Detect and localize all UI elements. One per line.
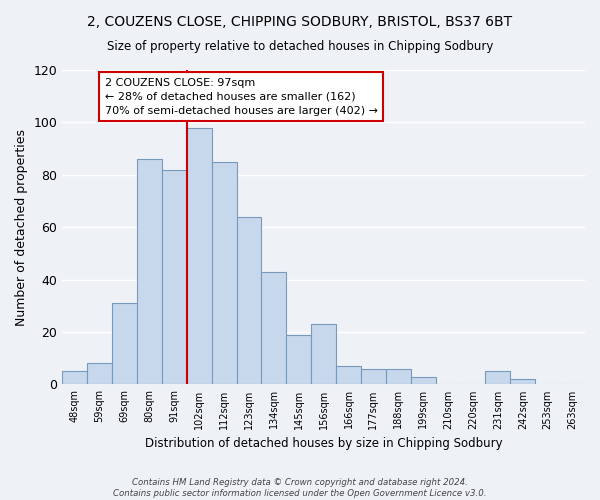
Bar bbox=[137, 159, 162, 384]
X-axis label: Distribution of detached houses by size in Chipping Sodbury: Distribution of detached houses by size … bbox=[145, 437, 502, 450]
Bar bbox=[386, 368, 411, 384]
Bar bbox=[485, 372, 511, 384]
Text: Size of property relative to detached houses in Chipping Sodbury: Size of property relative to detached ho… bbox=[107, 40, 493, 53]
Bar bbox=[361, 368, 386, 384]
Text: 2, COUZENS CLOSE, CHIPPING SODBURY, BRISTOL, BS37 6BT: 2, COUZENS CLOSE, CHIPPING SODBURY, BRIS… bbox=[88, 15, 512, 29]
Bar bbox=[336, 366, 361, 384]
Bar bbox=[511, 379, 535, 384]
Bar bbox=[187, 128, 212, 384]
Bar bbox=[112, 303, 137, 384]
Y-axis label: Number of detached properties: Number of detached properties bbox=[15, 128, 28, 326]
Bar bbox=[262, 272, 286, 384]
Bar bbox=[212, 162, 236, 384]
Bar bbox=[286, 334, 311, 384]
Bar bbox=[411, 376, 436, 384]
Bar bbox=[162, 170, 187, 384]
Bar bbox=[87, 364, 112, 384]
Bar bbox=[311, 324, 336, 384]
Bar bbox=[62, 372, 87, 384]
Text: Contains HM Land Registry data © Crown copyright and database right 2024.
Contai: Contains HM Land Registry data © Crown c… bbox=[113, 478, 487, 498]
Bar bbox=[236, 216, 262, 384]
Text: 2 COUZENS CLOSE: 97sqm
← 28% of detached houses are smaller (162)
70% of semi-de: 2 COUZENS CLOSE: 97sqm ← 28% of detached… bbox=[104, 78, 377, 116]
